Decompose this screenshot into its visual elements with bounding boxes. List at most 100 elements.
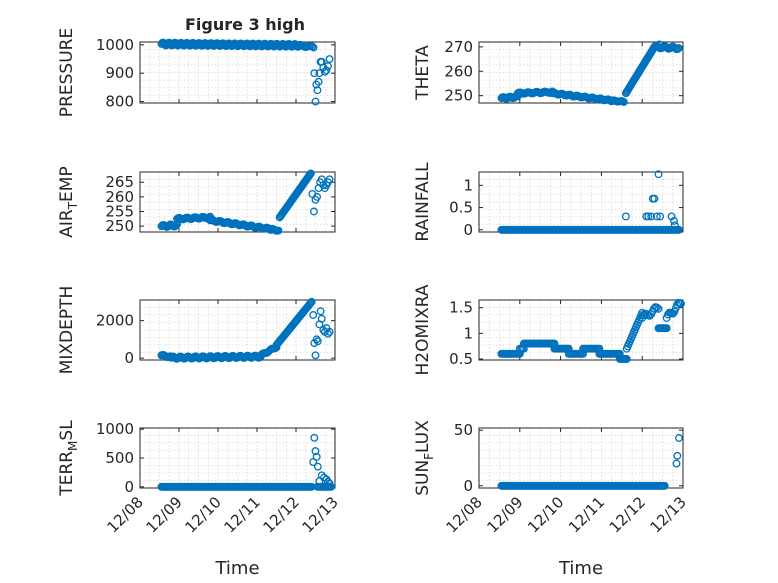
data-point xyxy=(656,212,665,221)
y-axis-label: MIXDEPTH xyxy=(57,286,77,375)
data-point xyxy=(309,207,318,216)
data-point xyxy=(325,175,334,184)
data-point xyxy=(311,447,320,456)
data-point xyxy=(667,212,676,221)
data-point xyxy=(672,459,681,468)
y-axis-label: RAINFALL xyxy=(413,162,433,242)
data-point xyxy=(274,226,283,235)
y-tick-label: 260 xyxy=(105,188,134,206)
data-point xyxy=(652,41,661,50)
data-point xyxy=(306,169,315,178)
y-tick-label: 500 xyxy=(105,449,134,467)
data-point xyxy=(619,98,628,106)
data-point xyxy=(309,458,318,466)
x-tick-label: 12/10 xyxy=(524,493,567,536)
y-tick-label: 250 xyxy=(105,217,134,235)
y-tick-label: 50 xyxy=(454,421,473,439)
data-point xyxy=(677,299,685,308)
figure-title: Figure 3 high xyxy=(185,15,305,34)
data-point xyxy=(313,86,322,95)
data-point xyxy=(324,62,332,71)
y-tick-label: 260 xyxy=(444,62,473,80)
data-point xyxy=(306,299,315,307)
data-point xyxy=(653,303,661,312)
data-point xyxy=(644,212,653,221)
y-tick-label: 1.5 xyxy=(449,299,473,317)
data-point xyxy=(309,43,318,52)
data-point xyxy=(660,481,669,490)
data-point xyxy=(171,222,179,231)
y-tick-label: 0 xyxy=(463,477,473,495)
x-tick-label: 12/11 xyxy=(565,493,608,536)
data-point xyxy=(305,300,314,309)
data-point xyxy=(650,194,659,203)
data-point xyxy=(674,225,683,234)
data-point xyxy=(309,311,318,319)
y-tick-label: 1000 xyxy=(96,420,134,438)
axes-box xyxy=(139,171,336,233)
data-point xyxy=(654,170,663,179)
y-tick-label: 1 xyxy=(463,324,473,342)
data-point xyxy=(622,355,631,363)
x-tick-label: 12/11 xyxy=(221,493,264,536)
y-tick-label: 265 xyxy=(105,173,134,191)
data-point xyxy=(322,66,331,75)
data-point xyxy=(307,297,316,306)
y-tick-label: 255 xyxy=(105,203,134,221)
data-point xyxy=(673,451,682,460)
data-point xyxy=(316,307,325,316)
subplot-rainfall: 0 0.5 1 RAINFALL xyxy=(413,162,684,242)
y-tick-label: 0 xyxy=(124,478,134,496)
x-axis-label: Time xyxy=(214,558,259,579)
data-point xyxy=(314,77,323,86)
data-point xyxy=(325,55,334,63)
subplot-sun-flux: 0 50 SUNFLUX 12/0812/0912/1012/1112/1212/13… xyxy=(413,420,690,579)
y-tick-label: 800 xyxy=(105,93,134,111)
data-point xyxy=(673,45,682,53)
data-point xyxy=(670,216,678,225)
x-tick-label: 12/08 xyxy=(443,493,486,536)
data-point xyxy=(313,462,322,471)
data-point xyxy=(654,304,663,313)
y-tick-label: 1 xyxy=(463,176,473,194)
y-tick-label: 2000 xyxy=(96,312,134,330)
data-point xyxy=(311,351,320,360)
subplot-h2omixra: 0.5 1 1.5 H2OMIXRA xyxy=(413,284,685,376)
data-point xyxy=(315,69,324,78)
subplot-mixdepth: 0 2000 MIXDEPTH xyxy=(57,286,336,375)
x-tick-label: 12/12 xyxy=(606,493,649,536)
data-point xyxy=(313,192,322,201)
y-axis-label: H2OMIXRA xyxy=(413,284,433,375)
data-point xyxy=(662,324,671,333)
data-point xyxy=(313,337,322,346)
x-tick-label: 12/09 xyxy=(483,493,526,536)
y-tick-label: 900 xyxy=(105,64,134,82)
data-point xyxy=(325,479,334,488)
data-point xyxy=(317,314,326,323)
data-point xyxy=(325,327,334,336)
data-point xyxy=(317,471,326,480)
x-tick-label: 12/08 xyxy=(104,493,147,536)
data-point xyxy=(652,212,661,221)
x-tick-label: 12/09 xyxy=(143,493,186,536)
data-point xyxy=(670,221,679,230)
y-tick-label: 0 xyxy=(124,349,134,367)
y-axis-label: AIRTEMP xyxy=(57,166,80,237)
axes-box xyxy=(478,299,684,361)
subplot-pressure: 800 900 1000 PRESSURE xyxy=(57,28,336,117)
data-point xyxy=(674,434,683,442)
y-axis-label: PRESSURE xyxy=(57,28,77,117)
x-axis-label: Time xyxy=(558,558,603,579)
y-axis-label: THETA xyxy=(413,45,433,101)
data-point xyxy=(324,329,332,338)
y-tick-label: 0 xyxy=(463,221,473,239)
data-point xyxy=(621,212,630,221)
y-tick-label: 270 xyxy=(444,38,473,56)
x-tick-label: 12/10 xyxy=(182,493,225,536)
data-point xyxy=(324,477,332,486)
y-axis-label: TERRMSL xyxy=(57,420,80,497)
subplot-terr-msl: 0 500 1000 TERRMSL 12/0812/0912/1012/1112/12… xyxy=(57,420,342,579)
